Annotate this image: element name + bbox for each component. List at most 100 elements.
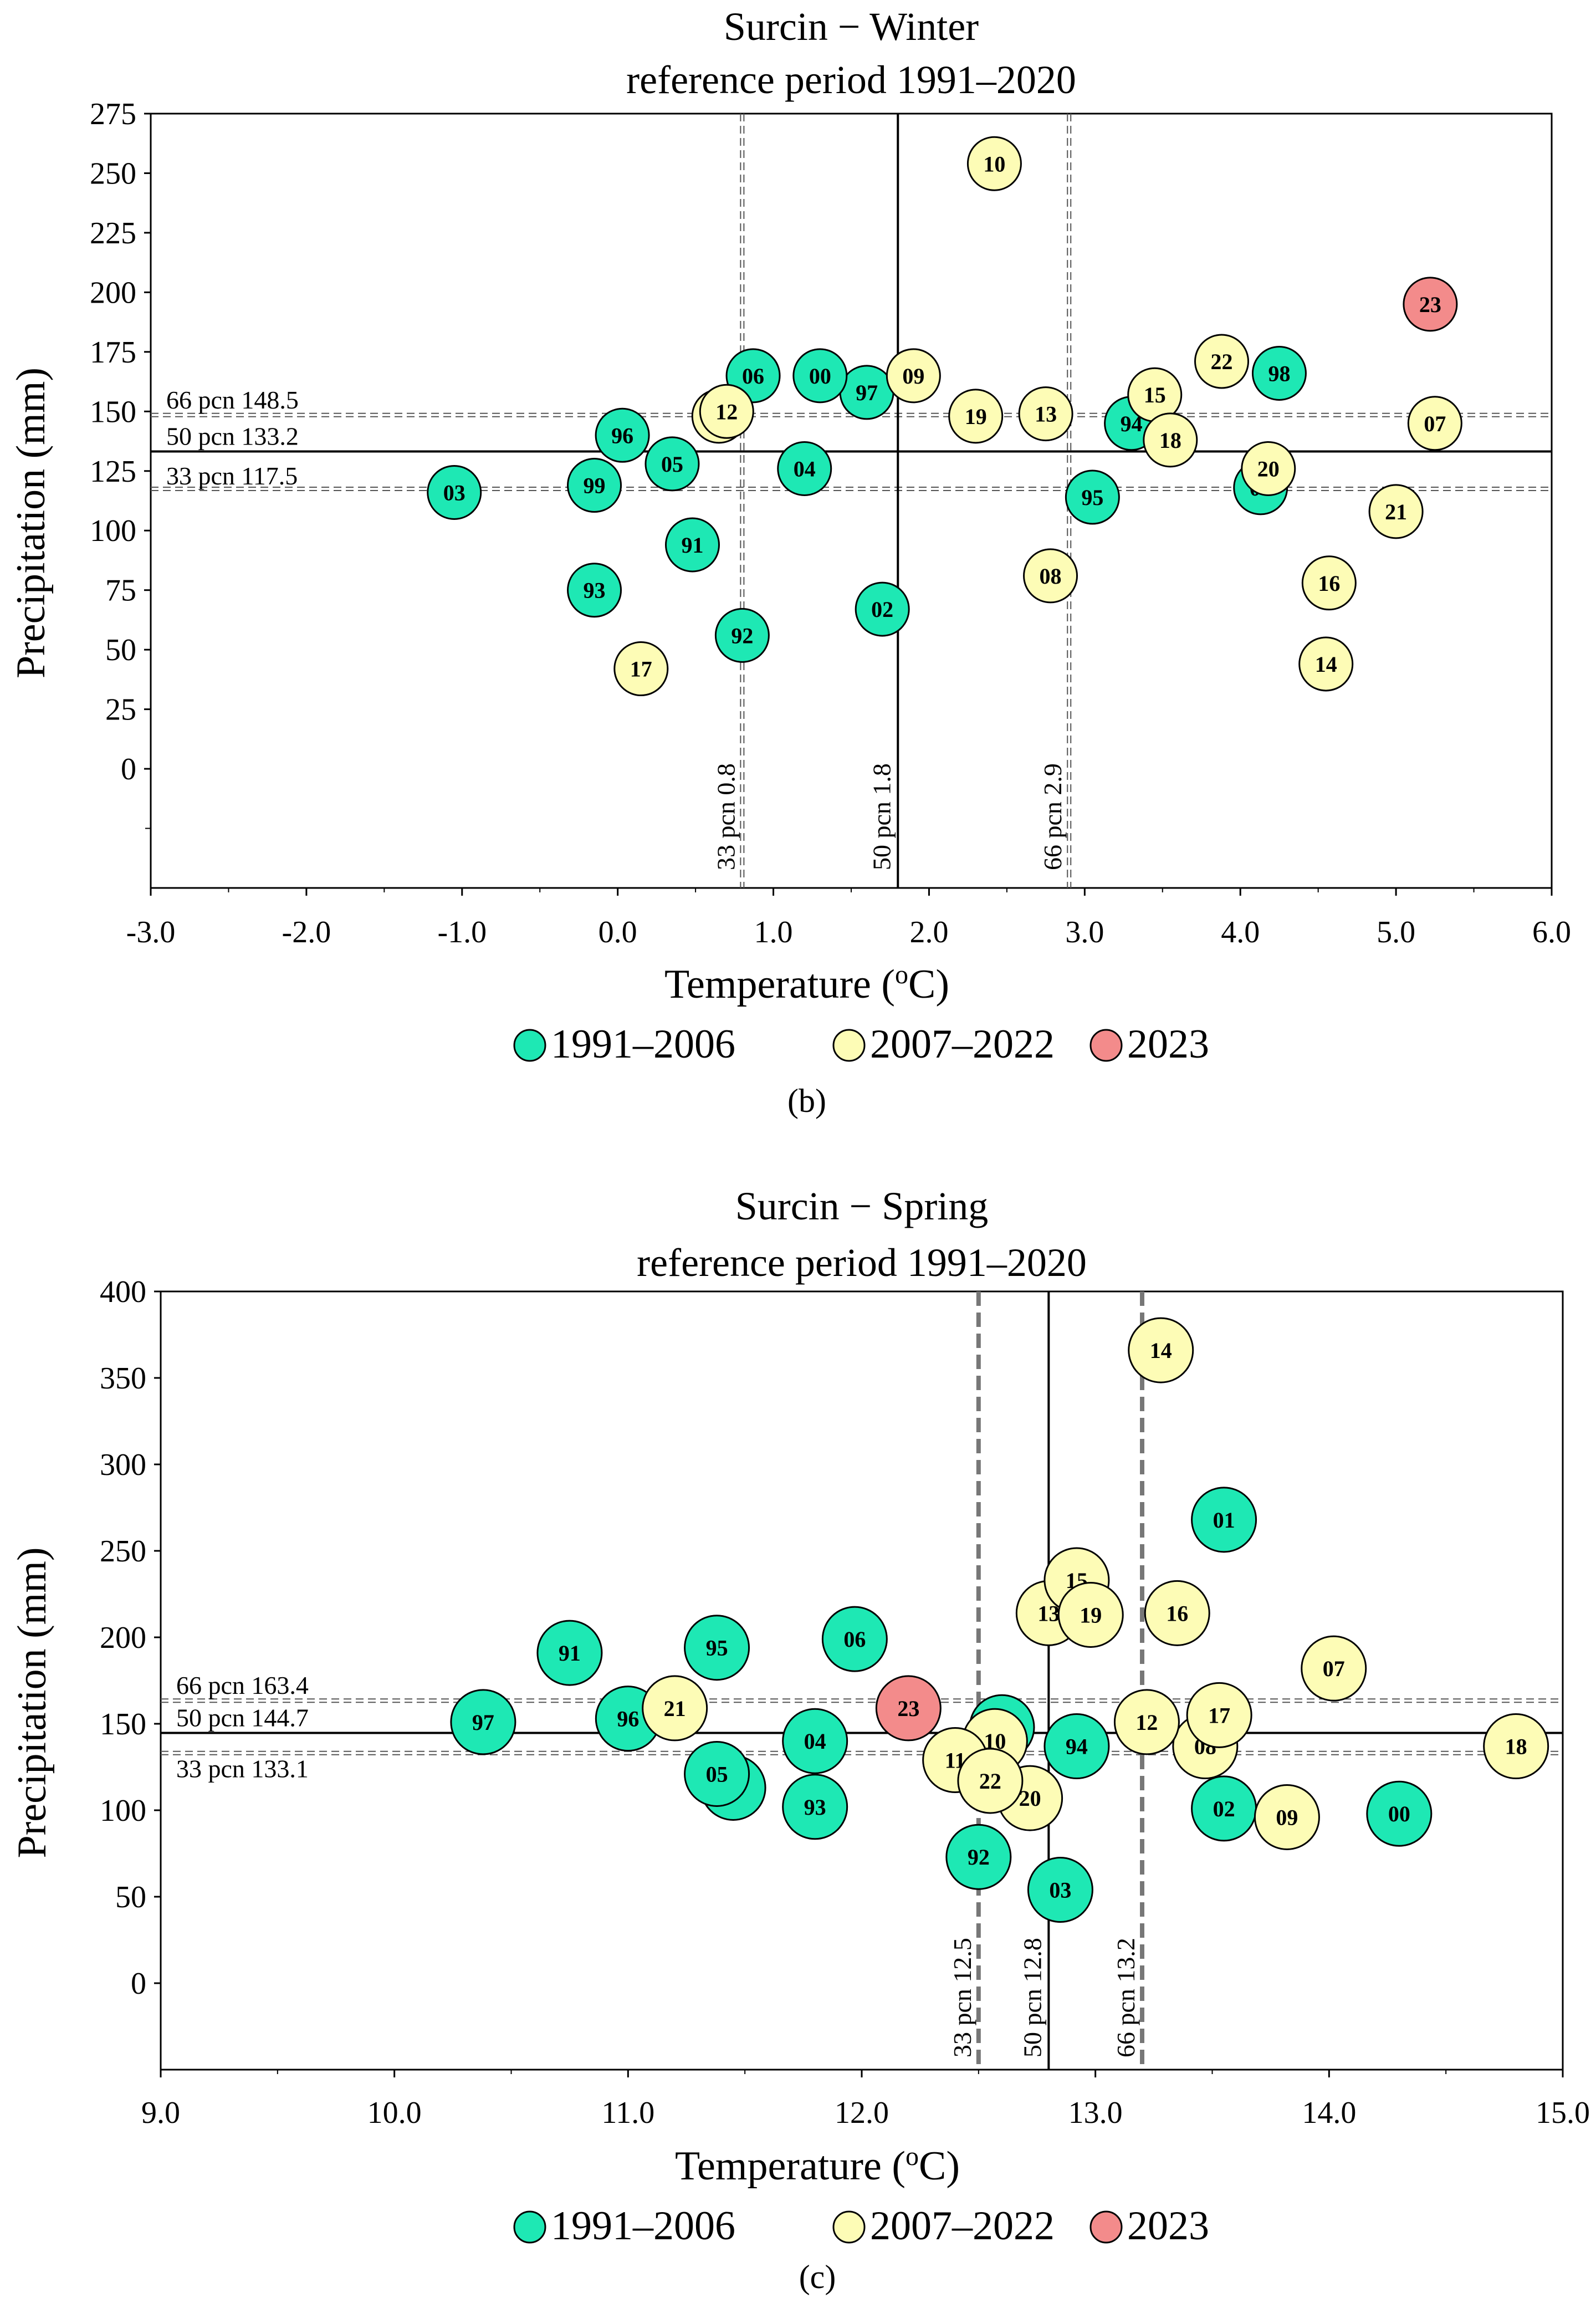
point-label: 91 <box>681 533 703 558</box>
point-label: 09 <box>1276 1805 1298 1830</box>
point-label: 04 <box>804 1729 826 1754</box>
point-97 <box>450 1689 516 1755</box>
point-04 <box>782 1708 848 1774</box>
point-92 <box>714 607 770 663</box>
temp-threshold-label: 33 pcn 12.5 <box>948 1938 976 2057</box>
x-axis-label: Temperature (oC) <box>675 2142 960 2189</box>
y-tick-label: 0 <box>131 1967 146 2001</box>
y-tick-label: 175 <box>90 335 136 370</box>
y-tick-label: 350 <box>100 1361 146 1396</box>
point-93 <box>567 563 622 618</box>
point-label: 03 <box>1049 1878 1071 1903</box>
point-label: 92 <box>968 1845 990 1870</box>
point-92 <box>945 1824 1012 1890</box>
point-05 <box>644 436 700 492</box>
point-09 <box>886 348 941 404</box>
panel-label: (c) <box>799 2259 836 2295</box>
point-label: 20 <box>1019 1786 1041 1811</box>
chart-title: Surcin − Spring <box>735 1184 989 1228</box>
point-label: 18 <box>1505 1734 1527 1759</box>
point-17 <box>613 641 669 697</box>
point-01 <box>1191 1487 1257 1553</box>
point-98 <box>1251 346 1307 401</box>
chart-subtitle: reference period 1991–2020 <box>626 58 1076 102</box>
point-14 <box>1298 636 1354 692</box>
point-label: 00 <box>809 364 831 389</box>
point-23 <box>1403 277 1458 332</box>
point-label: 07 <box>1323 1656 1345 1681</box>
y-tick-label: 100 <box>100 1794 146 1828</box>
point-label: 09 <box>902 364 924 389</box>
point-20 <box>1241 441 1296 496</box>
point-label: 01 <box>1213 1508 1235 1533</box>
point-label: 16 <box>1166 1601 1188 1626</box>
legend-marker <box>1089 2210 1123 2244</box>
x-tick-label: 10.0 <box>367 2096 422 2130</box>
temp-threshold-label: 50 pcn 1.8 <box>867 763 896 870</box>
point-22 <box>1194 334 1250 389</box>
x-tick-label: 3.0 <box>1065 915 1104 949</box>
chart-subtitle: reference period 1991–2020 <box>637 1240 1087 1285</box>
temp-threshold-label: 66 pcn 2.9 <box>1039 763 1067 870</box>
point-label: 22 <box>979 1769 1001 1794</box>
x-tick-label: -2.0 <box>282 915 331 949</box>
y-tick-label: 0 <box>121 752 136 787</box>
point-label: 19 <box>965 404 987 429</box>
legend-marker <box>513 1029 546 1062</box>
legend-label: 2007–2022 <box>870 2203 1055 2249</box>
point-06 <box>821 1606 888 1672</box>
point-02 <box>855 581 910 637</box>
point-label: 14 <box>1315 652 1337 677</box>
x-tick-label: 0.0 <box>598 915 637 949</box>
precip-threshold-label: 33 pcn 133.1 <box>176 1755 309 1783</box>
point-95 <box>1065 469 1120 525</box>
point-09 <box>1254 1784 1320 1850</box>
point-16 <box>1144 1580 1210 1646</box>
point-label: 97 <box>856 380 878 405</box>
y-tick-label: 25 <box>105 693 136 727</box>
legend-label: 1991–2006 <box>551 2203 735 2249</box>
legend-marker <box>832 2210 866 2244</box>
point-label: 05 <box>706 1761 728 1786</box>
point-label: 16 <box>1318 571 1340 596</box>
precip-threshold-label: 33 pcn 117.5 <box>166 462 298 490</box>
y-tick-label: 50 <box>115 1880 146 1914</box>
point-label: 17 <box>630 657 652 682</box>
point-91 <box>664 517 720 573</box>
point-label: 12 <box>1135 1710 1158 1735</box>
temp-threshold-label: 66 pcn 13.2 <box>1112 1938 1140 2057</box>
legend-label: 2023 <box>1127 2203 1209 2249</box>
point-99 <box>567 458 622 513</box>
x-tick-label: -3.0 <box>126 915 176 949</box>
y-axis-label: Precipitation (mm) <box>8 367 54 678</box>
point-18 <box>1483 1713 1549 1780</box>
plot-frame <box>150 113 1553 889</box>
point-label: 91 <box>559 1641 581 1666</box>
y-tick-label: 100 <box>90 514 136 548</box>
panel-label: (b) <box>787 1082 826 1119</box>
y-tick-label: 300 <box>100 1448 146 1482</box>
y-axis-label: Precipitation (mm) <box>9 1547 55 1858</box>
point-label: 15 <box>1144 382 1166 407</box>
point-19 <box>948 389 1004 444</box>
point-10 <box>966 136 1022 191</box>
point-label: 03 <box>443 480 466 505</box>
legend-marker <box>1089 1029 1123 1062</box>
x-tick-label: 1.0 <box>754 915 793 949</box>
legend-marker <box>513 2210 546 2244</box>
x-tick-label: 12.0 <box>835 2096 889 2130</box>
point-12 <box>1113 1689 1180 1755</box>
point-label: 12 <box>715 399 738 424</box>
point-label: 02 <box>1213 1796 1235 1821</box>
point-05 <box>684 1740 750 1807</box>
point-00 <box>792 348 848 404</box>
point-label: 95 <box>1081 485 1103 510</box>
x-tick-label: -1.0 <box>437 915 487 949</box>
x-tick-label: 15.0 <box>1536 2096 1590 2130</box>
point-18 <box>1143 412 1198 468</box>
x-tick-label: 4.0 <box>1221 915 1260 949</box>
point-21 <box>1368 484 1424 539</box>
point-label: 05 <box>661 452 683 477</box>
point-22 <box>957 1748 1024 1814</box>
